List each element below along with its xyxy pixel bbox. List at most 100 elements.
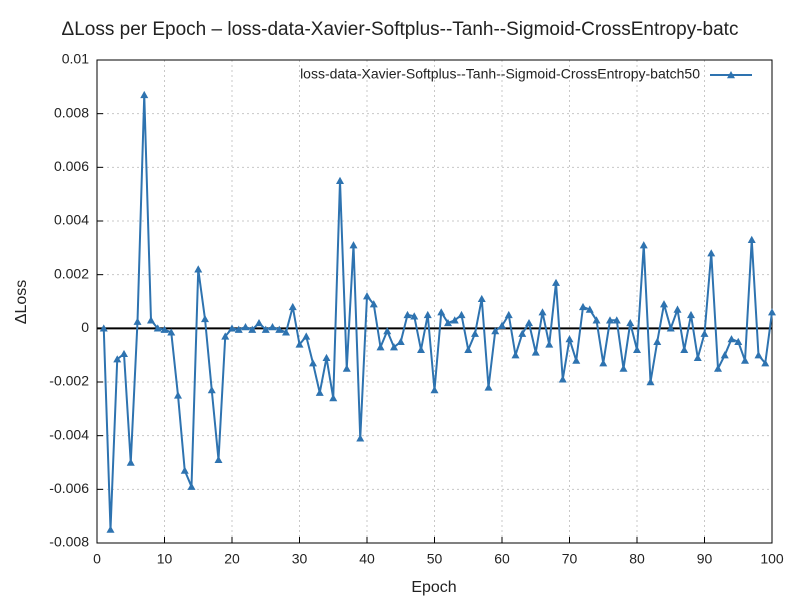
chart-title: ΔLoss per Epoch – loss-data-Xavier-Softp…: [62, 19, 739, 40]
point-marker: [660, 300, 668, 308]
point-marker: [592, 316, 601, 324]
point-marker: [268, 322, 277, 331]
x-tick-label: 30: [292, 551, 308, 567]
point-marker: [538, 308, 547, 316]
point-marker: [687, 310, 695, 319]
point-marker: [754, 351, 763, 359]
point-marker: [700, 329, 709, 337]
point-marker: [180, 466, 189, 474]
point-marker: [714, 364, 722, 372]
y-tick-label: 0.002: [54, 265, 89, 281]
point-marker: [383, 327, 392, 335]
point-marker: [491, 327, 500, 335]
y-axis-label: ΔLoss: [13, 280, 30, 324]
point-marker: [342, 364, 351, 372]
point-marker: [741, 356, 749, 364]
point-marker: [288, 302, 297, 311]
point-marker: [336, 176, 344, 184]
point-marker: [214, 455, 223, 464]
point-marker: [315, 388, 324, 396]
point-marker: [484, 383, 493, 391]
point-marker: [579, 302, 587, 311]
x-tick-label: 100: [760, 551, 784, 567]
point-marker: [390, 343, 398, 351]
point-marker: [234, 325, 243, 333]
y-tick-label: 0.01: [62, 51, 89, 67]
point-marker: [430, 386, 439, 394]
legend-label: loss-data-Xavier-Softplus--Tanh--Sigmoid…: [300, 66, 700, 82]
point-marker: [248, 325, 257, 333]
y-tick-label: -0.006: [49, 480, 89, 496]
point-marker: [707, 249, 716, 257]
point-marker: [363, 292, 371, 300]
point-marker: [396, 337, 405, 345]
point-marker: [531, 348, 540, 356]
point-marker: [106, 525, 115, 533]
point-marker: [747, 235, 756, 243]
point-marker: [525, 318, 533, 327]
y-tick-label: 0.008: [54, 104, 89, 120]
x-tick-label: 90: [697, 551, 713, 567]
point-marker: [565, 335, 574, 343]
point-marker: [275, 325, 284, 333]
point-marker: [282, 328, 290, 336]
y-tick-label: -0.008: [49, 534, 89, 550]
x-tick-label: 0: [93, 551, 101, 567]
point-marker: [322, 353, 331, 362]
point-marker: [228, 324, 236, 332]
point-marker: [727, 335, 736, 343]
point-marker: [255, 318, 263, 327]
point-marker: [120, 349, 128, 358]
point-marker: [606, 316, 614, 324]
point-marker: [673, 305, 682, 313]
point-marker: [329, 394, 338, 402]
point-marker: [545, 340, 554, 348]
point-marker: [558, 375, 567, 383]
point-marker: [761, 359, 770, 367]
point-marker: [498, 321, 506, 329]
point-marker: [477, 294, 486, 303]
point-marker: [653, 337, 662, 345]
point-marker: [295, 340, 304, 348]
point-marker: [552, 278, 560, 286]
point-marker: [241, 322, 250, 331]
point-marker: [518, 329, 527, 337]
x-tick-label: 40: [359, 551, 375, 567]
x-axis-label: Epoch: [411, 579, 456, 596]
plot-frame: [96, 59, 773, 544]
y-tick-label: -0.002: [49, 373, 89, 389]
point-marker: [680, 345, 689, 353]
point-marker: [376, 343, 385, 351]
point-marker: [126, 458, 135, 466]
point-marker: [207, 386, 216, 394]
point-marker: [423, 310, 432, 319]
point-marker: [221, 332, 230, 340]
point-marker: [133, 317, 142, 325]
point-marker: [160, 325, 169, 333]
point-marker: [585, 305, 594, 313]
y-tick-label: 0.006: [54, 158, 89, 174]
point-marker: [599, 359, 608, 367]
point-marker: [403, 310, 412, 319]
legend-marker: [727, 71, 735, 79]
point-marker: [666, 324, 675, 332]
point-marker: [511, 351, 520, 359]
point-marker: [612, 316, 621, 324]
x-tick-label: 20: [224, 551, 240, 567]
point-marker: [633, 345, 641, 353]
point-marker: [167, 328, 176, 336]
point-marker: [464, 345, 473, 353]
x-tick-label: 10: [157, 551, 173, 567]
point-marker: [457, 310, 466, 319]
point-marker: [302, 332, 311, 340]
x-tick-label: 70: [562, 551, 578, 567]
point-marker: [450, 316, 459, 324]
point-marker: [572, 356, 581, 364]
point-marker: [437, 308, 446, 316]
point-marker: [113, 355, 122, 363]
point-marker: [99, 324, 108, 332]
y-tick-label: 0: [81, 319, 89, 335]
point-marker: [194, 265, 203, 273]
point-marker: [349, 241, 358, 249]
